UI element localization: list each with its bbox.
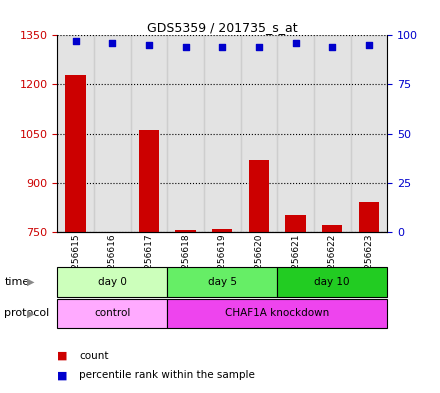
Text: ■: ■ <box>57 370 68 380</box>
Point <box>292 40 299 46</box>
Bar <box>176 230 196 232</box>
Text: control: control <box>94 309 130 318</box>
Bar <box>57 299 167 328</box>
Text: day 5: day 5 <box>208 277 237 287</box>
Bar <box>314 35 351 232</box>
Text: ▶: ▶ <box>27 277 35 287</box>
Text: day 0: day 0 <box>98 277 127 287</box>
Bar <box>359 202 379 232</box>
Text: count: count <box>79 351 109 361</box>
Bar <box>131 35 167 232</box>
Bar <box>66 75 86 232</box>
Bar <box>277 267 387 297</box>
Text: time: time <box>4 277 29 287</box>
Bar <box>204 35 241 232</box>
Text: day 10: day 10 <box>315 277 350 287</box>
Text: ▶: ▶ <box>27 309 35 318</box>
Point <box>145 42 152 48</box>
Bar <box>322 225 342 232</box>
Point <box>365 42 372 48</box>
Point <box>219 44 226 50</box>
Bar <box>212 229 232 232</box>
Point <box>329 44 336 50</box>
Bar <box>167 299 387 328</box>
Title: GDS5359 / 201735_s_at: GDS5359 / 201735_s_at <box>147 21 297 34</box>
Bar <box>57 35 94 232</box>
Text: CHAF1A knockdown: CHAF1A knockdown <box>225 309 329 318</box>
Bar <box>351 35 387 232</box>
Point <box>255 44 262 50</box>
Text: percentile rank within the sample: percentile rank within the sample <box>79 370 255 380</box>
Point <box>109 40 116 46</box>
Bar <box>241 35 277 232</box>
Text: protocol: protocol <box>4 309 50 318</box>
Point <box>182 44 189 50</box>
Bar <box>249 160 269 232</box>
Bar <box>57 267 167 297</box>
Bar <box>167 267 277 297</box>
Bar <box>277 35 314 232</box>
Bar <box>94 35 131 232</box>
Bar <box>139 130 159 232</box>
Point <box>72 38 79 44</box>
Bar <box>286 215 306 232</box>
Text: ■: ■ <box>57 351 68 361</box>
Bar <box>167 35 204 232</box>
